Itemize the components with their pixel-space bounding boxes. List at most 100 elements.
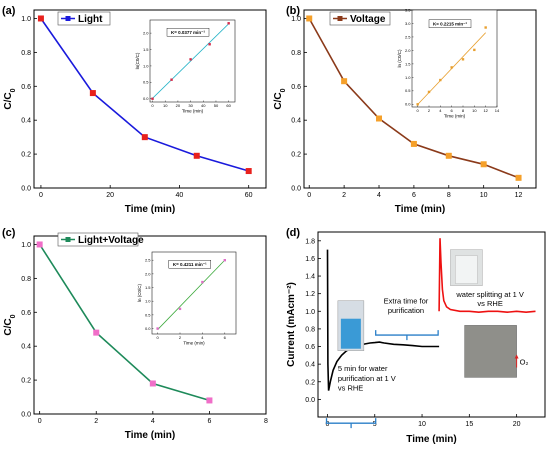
data-point bbox=[37, 15, 44, 22]
inset-data-point bbox=[170, 78, 173, 81]
inset-x-tick-label: 2 bbox=[428, 108, 431, 113]
rate-constant-box bbox=[166, 28, 210, 37]
inset-data-point bbox=[450, 66, 453, 69]
data-point bbox=[193, 152, 200, 159]
y-tick-label: 0.2 bbox=[291, 152, 301, 159]
inset-x-tick-label: 10 bbox=[163, 103, 168, 108]
data-point bbox=[341, 78, 348, 85]
inset-x-tick-label: 4 bbox=[201, 335, 204, 340]
y-tick-label: 0.6 bbox=[305, 344, 315, 351]
water-splitting-current-line bbox=[438, 238, 536, 314]
y-tick-label: 0.2 bbox=[21, 378, 31, 385]
x-tick-label: 0 bbox=[39, 192, 43, 199]
inset-y-tick-label: 2.5 bbox=[405, 34, 411, 39]
y-tick-label: 0.0 bbox=[305, 397, 315, 404]
plot-frame bbox=[317, 231, 546, 418]
inset-y-tick-label: 1.0 bbox=[145, 299, 151, 304]
legend-marker bbox=[65, 237, 71, 242]
y-tick-label: 0.8 bbox=[21, 50, 31, 57]
inset-y-tick-label: 0.0 bbox=[145, 326, 151, 331]
data-point bbox=[515, 174, 522, 181]
inset-x-tick-label: 30 bbox=[188, 103, 193, 108]
inset-x-tick-label: 50 bbox=[214, 103, 219, 108]
purification-interval-brace bbox=[325, 418, 377, 429]
data-point bbox=[445, 152, 452, 159]
inset-fit-line bbox=[157, 259, 226, 330]
annotation-5-min: 5 min for water bbox=[338, 364, 388, 373]
data-point bbox=[376, 115, 383, 122]
inset-y-tick-label: 0.0 bbox=[143, 96, 149, 101]
legend-box bbox=[57, 232, 139, 247]
y-tick-label: 0.8 bbox=[305, 326, 315, 333]
y-tick-label: 1.8 bbox=[305, 238, 315, 245]
data-point bbox=[306, 15, 313, 22]
y-tick-label: 0.6 bbox=[21, 310, 31, 317]
inset-data-point bbox=[201, 280, 204, 284]
inset-x-tick-label: 6 bbox=[451, 108, 454, 113]
x-tick-label: 5 bbox=[373, 421, 377, 428]
x-tick-label: 6 bbox=[207, 418, 211, 425]
y-tick-label: 0.0 bbox=[291, 186, 301, 193]
inset-x-label: Time (min) bbox=[183, 341, 205, 346]
x-tick-label: 8 bbox=[447, 192, 451, 199]
electrode-bubbles-photo bbox=[464, 325, 517, 378]
inset-data-point bbox=[416, 103, 419, 106]
x-tick-label: 15 bbox=[465, 421, 473, 428]
x-tick-label: 6 bbox=[412, 192, 416, 199]
inset-x-tick-label: 12 bbox=[483, 108, 488, 113]
y-tick-label: 0.4 bbox=[21, 344, 31, 351]
inset-data-point bbox=[484, 26, 487, 29]
y-tick-label: 1.6 bbox=[305, 256, 315, 263]
rate-constant-label: K= 0.0377 min⁻¹ bbox=[171, 30, 206, 35]
x-tick-label: 20 bbox=[513, 421, 521, 428]
x-axis-label: Time (min) bbox=[406, 434, 456, 445]
inset-y-tick-label: 2.5 bbox=[145, 258, 151, 263]
inset-y-tick-label: 0.5 bbox=[405, 88, 411, 93]
annotation-purification-1v: purification at 1 V bbox=[338, 374, 396, 383]
x-tick-label: 10 bbox=[480, 192, 488, 199]
inset-data-point bbox=[208, 43, 211, 46]
y-tick-label: 0.4 bbox=[305, 362, 315, 369]
rate-constant-label: K= 0.4211 min⁻¹ bbox=[173, 262, 207, 267]
panel-b-chart: 0 2 4 6 8 10 12 0.0 0.2 0.4 0.6 0.8 1.0 Time (min) C/C… bbox=[273, 7, 537, 215]
data-point bbox=[149, 380, 156, 387]
purification-current-line bbox=[326, 249, 440, 391]
inset-x-tick-label: 14 bbox=[495, 108, 500, 113]
inset-x-tick-label: 60 bbox=[226, 103, 231, 108]
x-tick-label: 4 bbox=[377, 192, 381, 199]
x-tick-label: 2 bbox=[94, 418, 98, 425]
inset-x-tick-label: 20 bbox=[176, 103, 181, 108]
inset-y-tick-label: 1.5 bbox=[145, 285, 151, 290]
legend-marker bbox=[337, 16, 343, 21]
inset-data-point bbox=[427, 90, 431, 94]
annotation-o2: O₂ bbox=[520, 358, 529, 367]
inset-y-tick-label: 2.0 bbox=[143, 31, 149, 36]
annotation-purification: purification bbox=[388, 306, 424, 315]
x-tick-label: 8 bbox=[264, 418, 268, 425]
y-tick-label: 0.2 bbox=[21, 152, 31, 159]
y-tick-label: 0.6 bbox=[291, 84, 301, 91]
y-tick-label: 1.0 bbox=[305, 309, 315, 316]
inset-x-tick-label: 10 bbox=[472, 108, 477, 113]
rate-constant-box bbox=[428, 19, 472, 28]
data-point bbox=[36, 241, 43, 248]
y-tick-label: 0.0 bbox=[21, 412, 31, 419]
y-tick-label: 1.2 bbox=[305, 291, 315, 298]
inset-x-tick-label: 0 bbox=[417, 108, 420, 113]
x-axis-label: Time (min) bbox=[125, 430, 175, 441]
y-tick-label: 0.6 bbox=[21, 84, 31, 91]
inset-x-tick-label: 8 bbox=[462, 108, 465, 113]
inset-data-point bbox=[178, 307, 182, 311]
inset-x-tick-label: 6 bbox=[224, 335, 227, 340]
inset-x-tick-label: 0 bbox=[156, 335, 159, 340]
y-tick-label: 0.2 bbox=[305, 379, 315, 386]
o2-arrowhead bbox=[514, 354, 519, 359]
inset-x-label: Time (min) bbox=[444, 114, 466, 119]
plot-frame bbox=[33, 235, 267, 415]
inset-x-tick-label: 4 bbox=[439, 108, 442, 113]
inset-y-tick-label: 1.5 bbox=[405, 61, 411, 66]
inset-data-point bbox=[439, 78, 442, 82]
inset-y-tick-label: 1.0 bbox=[405, 75, 411, 80]
inset-y-tick-label: 0.5 bbox=[145, 312, 151, 317]
